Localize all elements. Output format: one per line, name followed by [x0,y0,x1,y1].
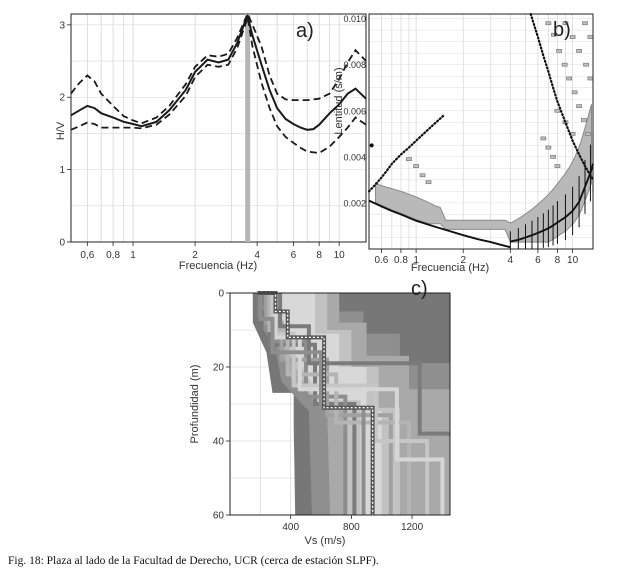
profile-ensemble-step [258,293,348,515]
dispersion-chart: 0.6 0.8 1 2 4 6 8 10 0.002 0.004 0.006 0.008 0.010 F… [333,12,595,274]
energy-contour-patch [587,76,594,81]
x-tick-label: 800 [343,522,360,533]
x-tick-label: 4 [254,250,260,261]
energy-contour-patch [545,145,552,150]
x-tick-label: 0,6 [80,250,94,261]
profile-ensemble-step [273,293,445,515]
vs-chart-frame [229,292,451,516]
x-tick-label: 1200 [401,522,424,533]
energy-contour-patch [554,108,561,113]
energy-contour-patch [587,35,594,39]
profile-ensemble-step [278,293,450,436]
y-tick-label: 60 [213,511,225,522]
x-tick-label: 0.6 [374,255,388,266]
energy-contour-patch [562,21,569,26]
dispersion-chart-frame [368,13,594,250]
energy-contour-patch [413,164,419,168]
energy-contour-patch [540,136,547,141]
y-tick-label: 2 [59,93,65,104]
x-tick-label: 1 [130,250,136,261]
energy-contour-patch [582,21,588,26]
panel-b-label: b) [553,19,571,41]
x-tick-label: 10 [334,250,346,261]
mean-hv-curve [70,13,367,131]
hv-tick-labels: 0,6 0,8 1 2 4 6 8 10 0 1 2 3 [59,20,345,261]
hv-series [70,11,367,154]
upper-hv-curve [70,11,367,125]
vs-profile-ensemble [252,293,450,515]
x-tick-label: 1 [413,255,419,266]
vs-series [257,291,375,515]
dispersion-y-axis-label: Lentitud (s/m) [333,67,345,134]
y-tick-label: 0 [59,238,65,249]
x-tick-label: 10 [567,255,579,266]
hv-y-axis-label: H/V [55,121,67,140]
aliasing-limit [367,114,445,193]
x-tick-label: 400 [282,522,299,533]
hv-peak-marker [245,14,251,242]
x-tick-label: 4 [508,255,514,266]
dispersion-series [367,12,595,249]
y-tick-label: 3 [59,20,65,31]
energy-contour-patch [561,62,568,67]
energy-contour-patch [406,157,412,161]
energy-maximum-dot [369,143,374,148]
vs-profile-chart: 400 800 1200 0 20 40 60 Vs (m/s) Profundidad (… [189,278,451,547]
y-tick-label: 0.010 [343,14,366,24]
panel-a-label: a) [296,20,314,42]
best-fit-profile [257,292,374,515]
figure-caption: Fig. 18: Plaza al lado de la Facultad de… [8,555,379,567]
dispersion-x-axis-label: Frecuencia (Hz) [411,262,489,274]
panel-c-label: c) [411,278,428,300]
x-tick-label: 6 [291,250,297,261]
y-tick-label: 0 [218,289,224,300]
resolution-limit [529,12,595,181]
energy-contour-band [375,104,592,243]
dispersion-tick-labels: 0.6 0.8 1 2 4 6 8 10 0.002 0.004 0.006 0.008 0.010 [343,14,578,266]
vs-tick-labels: 400 800 1200 0 20 40 60 [213,289,424,534]
energy-contour-patch [576,49,582,53]
model-dispersion-curve [368,199,511,249]
energy-contour-patch [581,118,587,122]
y-tick-label: 40 [213,437,225,448]
hv-ratio-chart: 0,6 0,8 1 2 4 6 8 10 0 1 2 3 Frecuencia (Hz) H/V a) [55,11,367,272]
dispersion-energy-cloud [369,21,594,243]
x-tick-label: 8 [316,250,322,261]
energy-contour-patch [571,90,578,95]
x-tick-label: 0.8 [394,255,408,266]
lower-hv-curve [70,17,367,154]
energy-contour-patch [566,76,572,81]
x-tick-label: 0,8 [106,250,120,261]
hv-chart-frame [70,13,367,243]
y-tick-label: 0.006 [343,106,366,116]
y-tick-label: 0.002 [343,198,366,208]
energy-contour-patch [554,164,561,168]
energy-contour-patch [576,104,582,109]
energy-contour-patch [545,21,552,26]
x-tick-label: 8 [555,255,561,266]
energy-contour-patch [550,154,556,159]
energy-contour-patch [419,173,426,178]
y-tick-label: 20 [213,363,225,374]
hv-x-axis-label: Frecuencia (Hz) [179,260,257,272]
energy-contour-patch [584,131,591,136]
x-tick-label: 2 [192,250,198,261]
energy-contour-patch [583,62,589,67]
y-tick-label: 0.008 [343,60,366,70]
energy-contour-patch [551,32,557,37]
x-tick-label: 6 [535,255,541,266]
energy-contour-patch [569,35,576,39]
energy-contour-patch [425,180,432,185]
vs-x-axis-label: Vs (m/s) [305,535,346,547]
vs-y-axis-label: Profundidad (m) [189,365,201,444]
peak-frequency-band [245,14,251,242]
hv-chart-grid [70,14,366,242]
x-tick-label: 2 [460,255,466,266]
y-tick-label: 0.004 [343,152,366,162]
y-tick-label: 1 [59,165,65,176]
energy-contour-patch [556,49,562,53]
